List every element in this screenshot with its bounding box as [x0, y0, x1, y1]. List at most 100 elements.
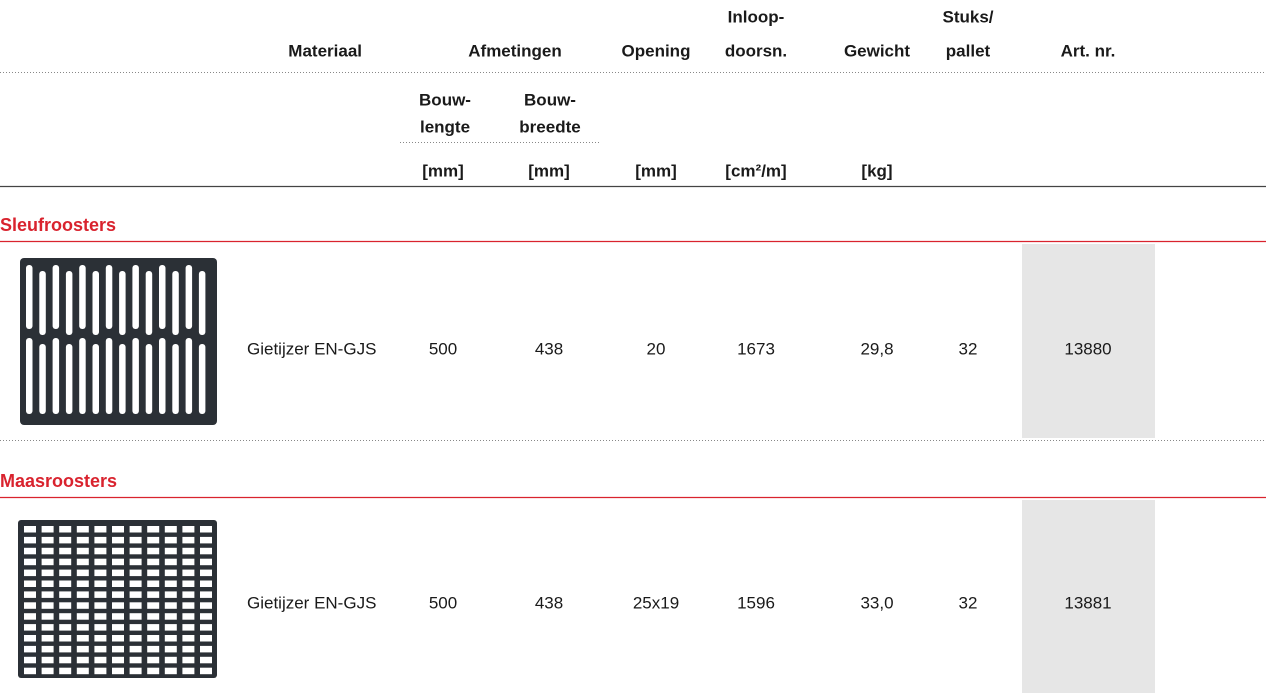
mesh-hole [76, 580, 89, 587]
cell: 25x19 [633, 593, 679, 612]
slot [65, 271, 73, 335]
mesh-hole [147, 656, 160, 664]
grate-body [18, 520, 217, 678]
mesh-hole [182, 635, 195, 642]
mesh-hole [76, 667, 89, 675]
mesh-hole [182, 547, 195, 555]
mesh-hole [94, 656, 107, 664]
cell: Gietijzer EN-GJS [247, 593, 376, 612]
mesh-hole [59, 580, 72, 587]
mesh-hole [182, 569, 195, 577]
mesh-hole [112, 624, 124, 631]
mesh-hole [112, 569, 124, 577]
mesh-hole [94, 613, 107, 620]
slot [92, 344, 99, 414]
mesh-hole [112, 667, 124, 675]
mesh-hole [129, 645, 142, 653]
mesh-hole [76, 591, 89, 598]
mesh-hole [59, 645, 72, 653]
mesh-hole [41, 645, 54, 653]
section-title: Sleufroosters [0, 215, 116, 235]
cell: 1596 [737, 593, 775, 612]
mesh-hole [129, 667, 142, 675]
mesh-hole [112, 602, 124, 609]
mesh-hole [129, 580, 142, 587]
mesh-hole [112, 645, 124, 653]
mesh-hole [76, 526, 89, 533]
mesh-hole [129, 591, 142, 598]
section-title: Maasroosters [0, 471, 117, 491]
mesh-hole [129, 624, 142, 631]
slot [79, 265, 86, 329]
slot [172, 271, 179, 335]
mesh-hole [76, 536, 89, 544]
header-cell: Bouw- [419, 90, 471, 109]
mesh-hole [112, 558, 124, 566]
mesh-hole [182, 645, 195, 653]
mesh-hole [200, 526, 212, 533]
mesh-hole [112, 613, 124, 620]
slot [198, 271, 206, 335]
mesh-hole [24, 656, 36, 664]
cell: 32 [959, 339, 978, 358]
header-cell: Materiaal [288, 41, 362, 60]
mesh-hole [129, 613, 142, 620]
mesh-hole [76, 635, 89, 642]
mesh-hole [94, 536, 107, 544]
mesh-hole [129, 635, 142, 642]
mesh-hole [59, 656, 72, 664]
mesh-hole [200, 624, 212, 631]
mesh-hole [41, 569, 54, 577]
mesh-hole [76, 602, 89, 609]
header-cell: lengte [420, 117, 470, 136]
slot [145, 344, 153, 414]
mesh-hole [24, 569, 36, 577]
mesh-hole [24, 558, 36, 566]
mesh-hole [24, 624, 36, 631]
mesh-hole [147, 547, 160, 555]
mesh-hole [24, 645, 36, 653]
cell: Gietijzer EN-GJS [247, 339, 376, 358]
mesh-hole [164, 645, 177, 653]
mesh-hole [24, 526, 36, 533]
header-cell: doorsn. [725, 41, 787, 60]
header-cell: Stuks/ [942, 7, 993, 26]
mesh-hole [147, 536, 160, 544]
mesh-hole [94, 558, 107, 566]
mesh-hole [182, 580, 195, 587]
mesh-hole [112, 656, 124, 664]
slot [92, 271, 99, 335]
mesh-hole [59, 547, 72, 555]
slot [159, 265, 166, 329]
slot [39, 344, 46, 414]
header-cell: Gewicht [844, 41, 910, 60]
mesh-hole [94, 591, 107, 598]
mesh-hole [164, 569, 177, 577]
mesh-hole [24, 591, 36, 598]
cell: 500 [429, 593, 457, 612]
mesh-hole [59, 536, 72, 544]
mesh-hole [200, 645, 212, 653]
cell: 1673 [737, 339, 775, 358]
mesh-hole [182, 536, 195, 544]
mesh-hole [200, 656, 212, 664]
slot [79, 338, 86, 414]
slot [119, 344, 126, 414]
mesh-hole [59, 526, 72, 533]
mesh-hole [76, 558, 89, 566]
slot [105, 265, 113, 329]
mesh-hole [41, 613, 54, 620]
header-cell: Inloop- [728, 7, 785, 26]
cell: 500 [429, 339, 457, 358]
slot [52, 338, 60, 414]
mesh-hole [147, 569, 160, 577]
mesh-hole [24, 602, 36, 609]
mesh-hole [94, 635, 107, 642]
mesh-hole [129, 656, 142, 664]
mesh-hole [94, 645, 107, 653]
mesh-hole [147, 635, 160, 642]
mesh-hole [24, 667, 36, 675]
slot [132, 265, 139, 329]
mesh-hole [112, 635, 124, 642]
